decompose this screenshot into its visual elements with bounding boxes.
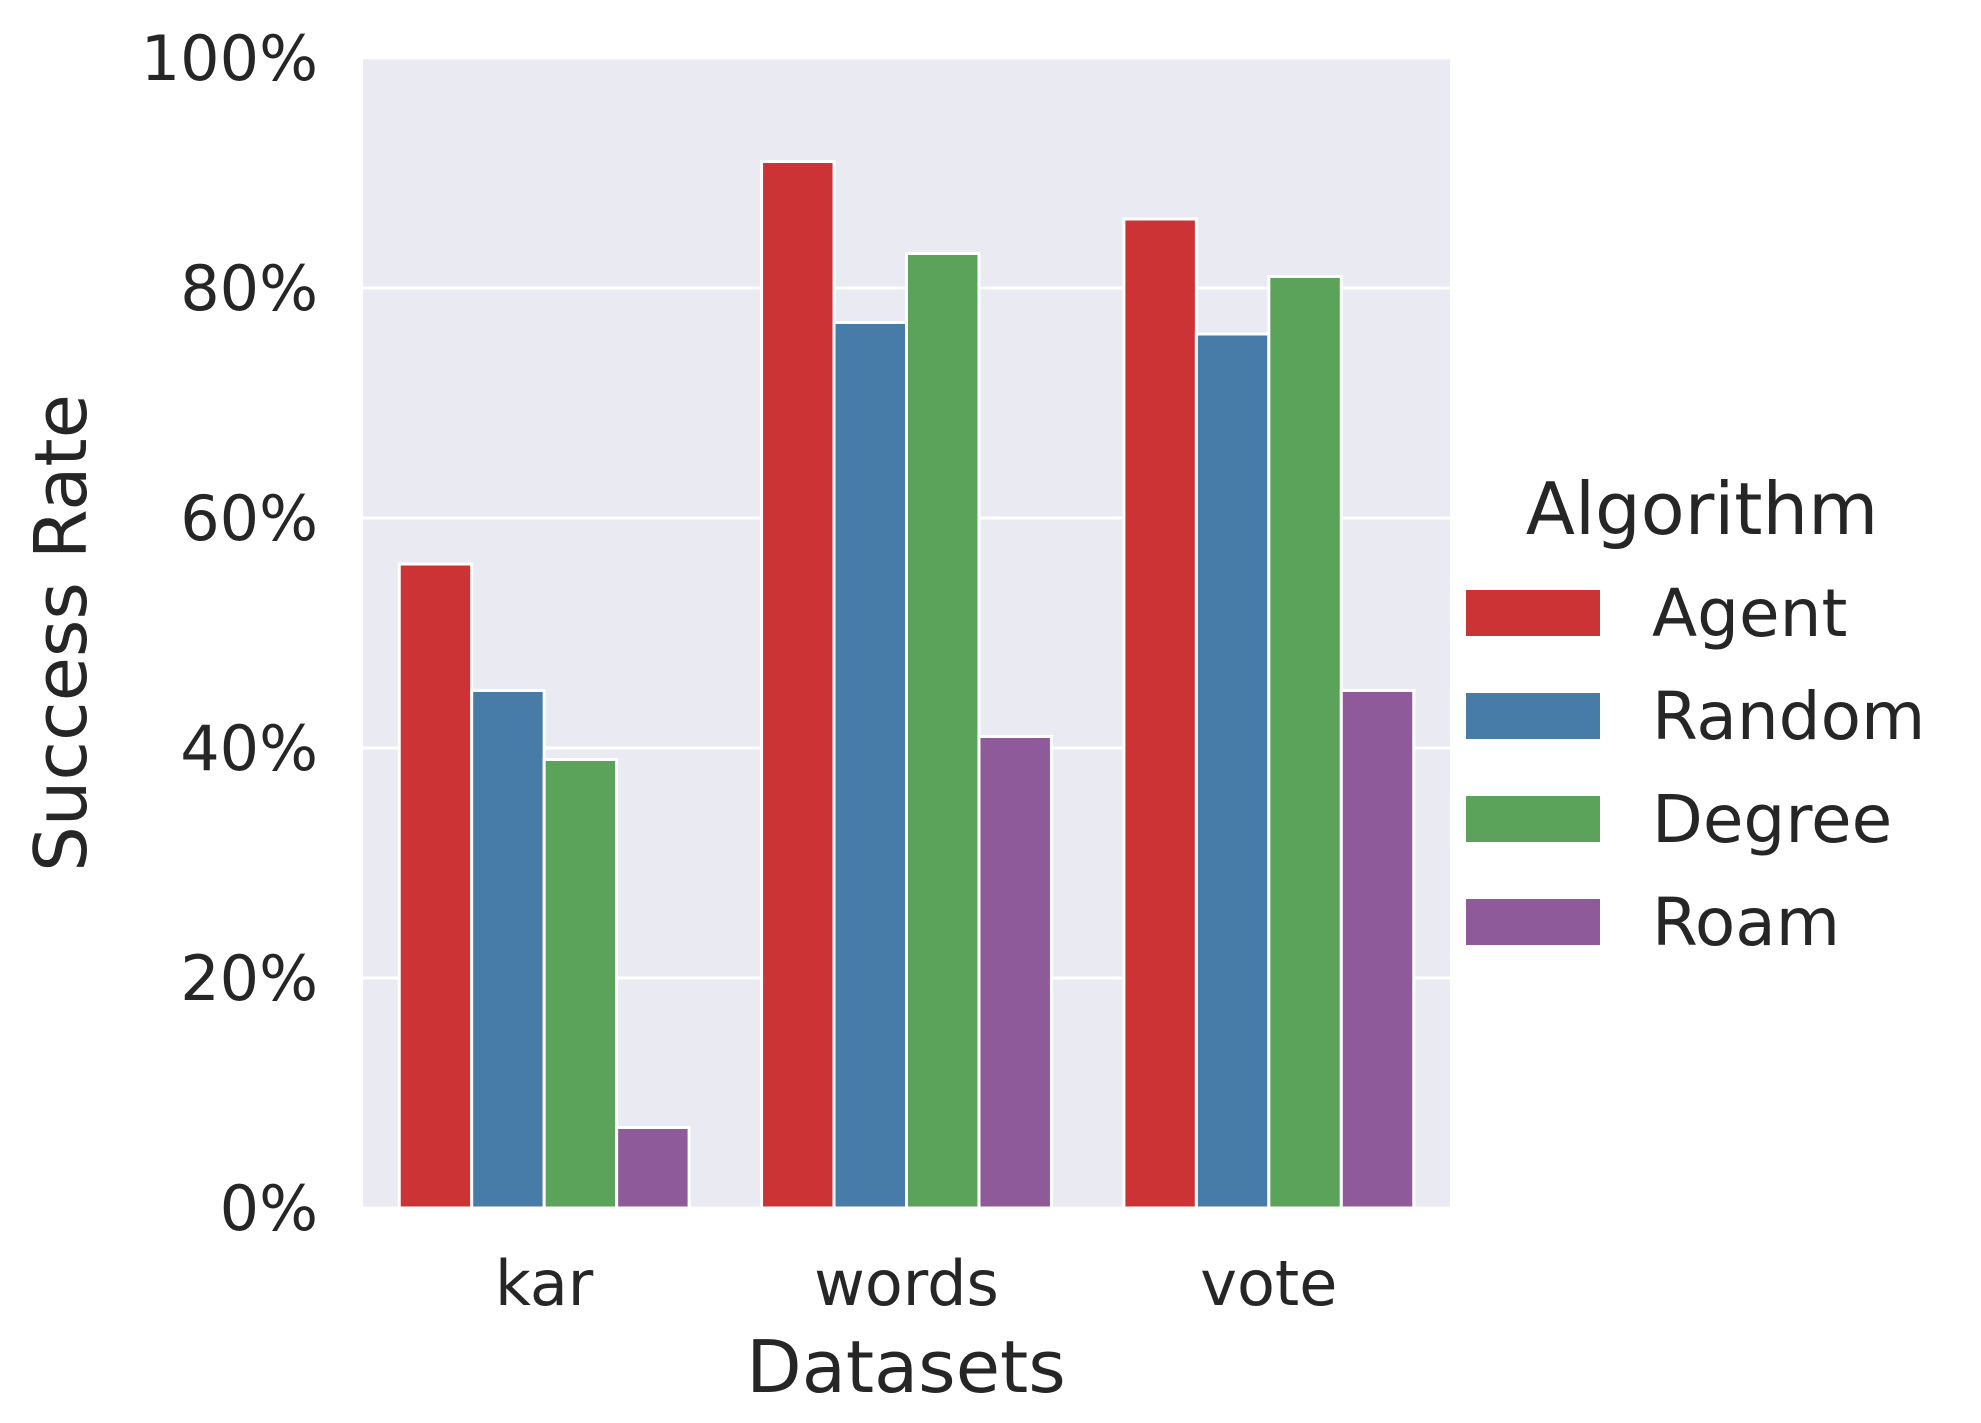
legend-title: Algorithm — [1526, 467, 1879, 551]
legend-label: Random — [1652, 678, 1925, 755]
bars — [397, 160, 1416, 1210]
x-tick-label: vote — [1200, 1247, 1337, 1320]
bar-agent-words — [760, 160, 836, 1210]
y-tick-label: 20% — [180, 942, 318, 1015]
bar-degree-vote — [1267, 275, 1343, 1210]
legend-swatch-degree — [1466, 796, 1600, 842]
bar-random-vote — [1194, 332, 1271, 1210]
legend-swatch-random — [1466, 693, 1600, 739]
x-tick-label: kar — [495, 1247, 594, 1320]
legend-label: Roam — [1652, 884, 1840, 961]
y-tick-label: 40% — [180, 712, 318, 785]
bar-agent-vote — [1122, 217, 1198, 1210]
bar-agent-kar — [397, 562, 474, 1210]
x-axis-title: Datasets — [746, 1325, 1065, 1409]
bar-degree-kar — [542, 758, 619, 1210]
y-tick-label: 60% — [180, 482, 318, 555]
bar-roam-vote — [1339, 689, 1416, 1210]
legend-label: Degree — [1652, 781, 1892, 858]
x-tick-label: words — [814, 1247, 999, 1320]
legend-swatch-agent — [1466, 590, 1600, 636]
bar-random-words — [832, 321, 908, 1210]
bar-random-kar — [470, 689, 546, 1210]
y-tick-label: 0% — [220, 1172, 318, 1245]
y-tick-label: 100% — [141, 22, 318, 95]
bar-roam-kar — [615, 1126, 691, 1210]
legend-label: Agent — [1652, 575, 1847, 652]
y-tick-label: 80% — [180, 252, 318, 325]
bar-degree-words — [905, 252, 981, 1210]
legend-swatch-roam — [1466, 899, 1600, 945]
y-axis-title: Success Rate — [19, 394, 103, 872]
x-tick-labels: kar words vote — [495, 1247, 1337, 1320]
legend: Algorithm Agent Random Degree Roam — [1466, 467, 1925, 961]
y-tick-labels: 0% 20% 40% 60% 80% 100% — [141, 22, 318, 1245]
bar-roam-words — [977, 735, 1053, 1210]
